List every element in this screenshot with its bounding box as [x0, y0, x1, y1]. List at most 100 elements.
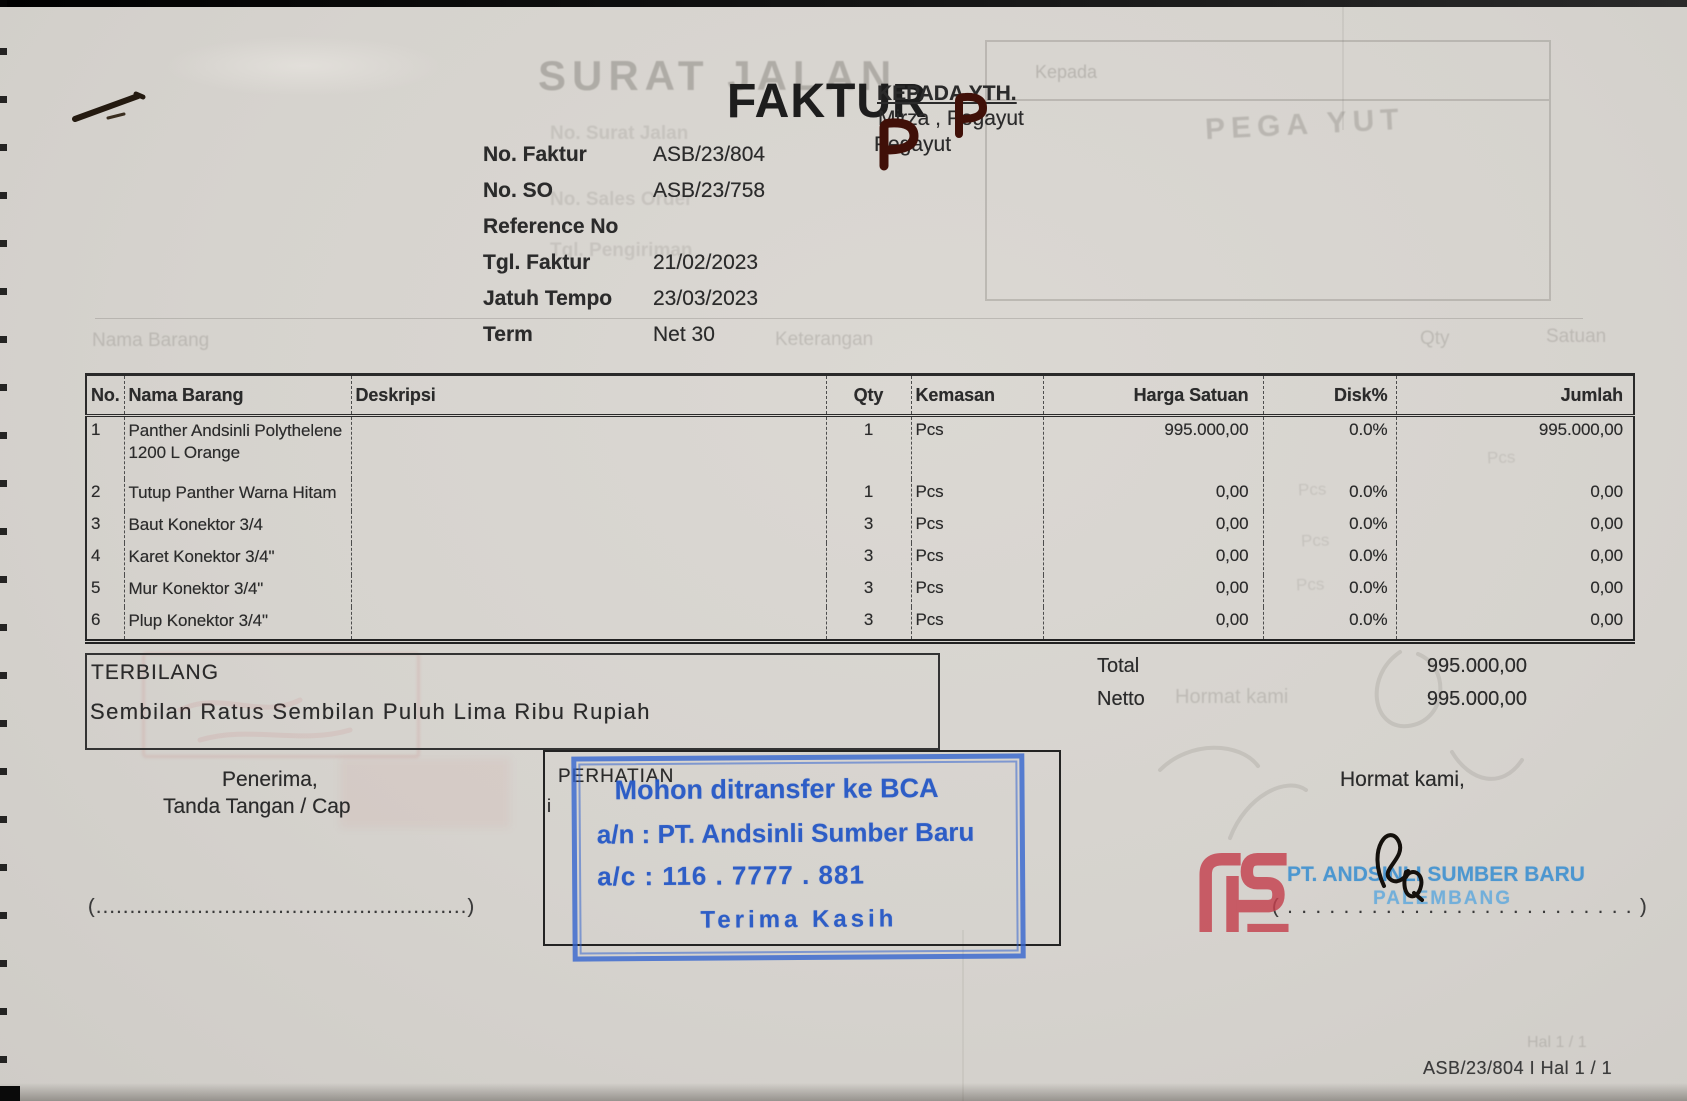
terbilang-text: Sembilan Ratus Sembilan Puluh Lima Ribu …	[90, 699, 651, 724]
col-header-nama: Nama Barang	[123, 374, 351, 417]
footer-page-info: ASB/23/804 I Hal 1 / 1	[1423, 1058, 1613, 1078]
recipient-line1: Mirza , Pegayut	[878, 107, 1024, 130]
perhatian-label: PERHATIAN	[558, 766, 675, 787]
scan-corner-bottom-left	[0, 1086, 20, 1101]
recipient-heading: KEPADA YTH.	[877, 82, 1017, 105]
table-row: 4 Karet Konektor 3/4" 3 Pcs 0,00 0.0% 0,…	[86, 543, 1634, 575]
cell-disk: 0.0%	[1262, 607, 1396, 642]
cell-harga-satuan: 0,00	[1042, 479, 1263, 511]
ghost-red-smudge	[340, 758, 510, 828]
bank-stamp-line4: Terima Kasih	[700, 905, 898, 934]
cell-no: 6	[91, 610, 101, 629]
ghost-header-nama-barang: Nama Barang	[92, 330, 210, 351]
cell-jumlah: 0,00	[1395, 479, 1634, 511]
cell-nama: Plup Konektor 3/4"	[123, 607, 351, 642]
col-header-jumlah: Jumlah	[1395, 374, 1634, 417]
ghost-kepada-box	[985, 40, 1551, 301]
col-header-deskripsi: Deskripsi	[350, 374, 826, 417]
cell-harga-satuan: 995.000,00	[1042, 415, 1263, 479]
ghost-surat-jalan-title: SURAT JALAN	[538, 52, 898, 99]
table-header-row: No. Nama Barang Deskripsi Qty Kemasan Ha…	[86, 374, 1634, 417]
paper-crease	[962, 930, 964, 1101]
cell-deskripsi	[350, 575, 826, 607]
paper-crease	[1342, 0, 1344, 130]
netto-value: 995.000,00	[1426, 688, 1527, 710]
bank-stamp-line1: Mohon ditransfer ke BCA	[614, 773, 939, 806]
meta-value: 21/02/2023	[653, 251, 759, 274]
meta-value: ASB/23/804	[653, 143, 766, 166]
items-table: No. Nama Barang Deskripsi Qty Kemasan Ha…	[85, 373, 1635, 644]
cell-kemasan: Pcs	[910, 607, 1043, 642]
cell-kemasan: Pcs	[910, 415, 1043, 479]
penerima-label: Penerima,	[222, 768, 318, 791]
meta-row-jatuh-tempo: Jatuh Tempo 23/03/2023	[483, 287, 1003, 323]
col-header-harga-satuan: Harga Satuan	[1042, 374, 1263, 417]
cell-disk: 0.0%	[1262, 575, 1396, 607]
ghost-header-qty: Qty	[1420, 328, 1450, 349]
total-row: Total 995.000,00	[1097, 655, 1527, 688]
cell-jumlah: 0,00	[1395, 543, 1634, 575]
cell-kemasan: Pcs	[910, 479, 1043, 511]
company-stamp-city: PALEMBANG	[1373, 888, 1513, 909]
cell-kemasan: Pcs	[910, 575, 1043, 607]
ghost-kepada-label: Kepada	[1035, 62, 1098, 82]
tanda-tangan-label: Tanda Tangan / Cap	[163, 795, 351, 818]
scan-edge-left	[0, 0, 7, 1101]
cell-nama: Panther Andsinli Polythelene 1200 L Oran…	[123, 415, 351, 479]
cell-jumlah: 0,00	[1395, 607, 1634, 642]
table-row: 2 Tutup Panther Warna Hitam 1 Pcs 0,00 0…	[86, 479, 1634, 511]
perhatian-box	[543, 750, 1061, 946]
cell-kemasan: Pcs	[910, 543, 1043, 575]
cell-harga-satuan: 0,00	[1042, 575, 1263, 607]
cell-no: 4	[91, 546, 101, 565]
company-stamp-name: PT. ANDSINLI SUMBER BARU	[1287, 863, 1585, 886]
meta-value: 23/03/2023	[653, 287, 759, 310]
meta-row-no-so: No. SO ASB/23/758	[483, 179, 1003, 215]
ghost-hormat-kami: Hormat kami	[1175, 686, 1289, 708]
cell-nama: Mur Konektor 3/4"	[123, 575, 351, 607]
meta-row-tgl-faktur: Tgl. Faktur 21/02/2023	[483, 251, 1003, 287]
cell-nama: Karet Konektor 3/4"	[123, 543, 351, 575]
perhatian-sub: i	[547, 796, 551, 816]
company-logo	[1196, 842, 1292, 937]
cell-disk: 0.0%	[1262, 543, 1396, 575]
cell-deskripsi	[350, 607, 826, 642]
pen-stroke-topleft	[72, 91, 146, 122]
scan-edge-top	[0, 0, 1687, 7]
col-header-disk: Disk%	[1262, 374, 1396, 417]
cell-qty: 3	[825, 607, 911, 642]
meta-value: ASB/23/758	[653, 179, 766, 202]
cell-deskripsi	[350, 511, 826, 543]
cell-deskripsi	[350, 543, 826, 575]
hormat-kami-label: Hormat kami,	[1340, 768, 1465, 791]
cell-jumlah: 0,00	[1395, 511, 1634, 543]
cell-qty: 1	[825, 415, 911, 479]
ghost-header-satuan: Satuan	[1546, 326, 1607, 347]
ghost-meta-line: No. Sales Order	[550, 189, 693, 210]
ghost-meta-line: Tgl. Pengiriman	[550, 240, 693, 261]
cell-disk: 0.0%	[1262, 511, 1396, 543]
netto-label: Netto	[1097, 688, 1145, 710]
cell-nama: Tutup Panther Warna Hitam	[123, 479, 351, 511]
cell-jumlah: 995.000,00	[1395, 415, 1634, 479]
bank-transfer-stamp: Mohon ditransfer ke BCA a/n : PT. Andsin…	[571, 753, 1026, 962]
cell-qty: 3	[825, 543, 911, 575]
cell-harga-satuan: 0,00	[1042, 543, 1263, 575]
meta-label: Tgl. Faktur	[483, 251, 591, 274]
table-row: 1 Panther Andsinli Polythelene 1200 L Or…	[86, 415, 1634, 479]
total-label: Total	[1097, 655, 1140, 677]
meta-label: Reference No	[483, 215, 619, 238]
ghost-page-number: Hal 1 / 1	[1527, 1034, 1587, 1051]
table-row: 6 Plup Konektor 3/4" 3 Pcs 0,00 0.0% 0,0…	[86, 607, 1634, 642]
ghost-rule	[95, 318, 1583, 319]
cell-harga-satuan: 0,00	[1042, 511, 1263, 543]
cell-qty: 3	[825, 575, 911, 607]
cell-harga-satuan: 0,00	[1042, 607, 1263, 642]
total-value: 995.000,00	[1426, 655, 1527, 677]
totals-block: Total 995.000,00 Netto 995.000,00	[1097, 655, 1527, 721]
cell-deskripsi	[350, 479, 826, 511]
cell-no: 3	[91, 514, 101, 533]
table-row: 3 Baut Konektor 3/4 3 Pcs 0,00 0.0% 0,00	[86, 511, 1634, 543]
meta-value: Net 30	[653, 323, 715, 346]
col-header-no: No.	[86, 374, 124, 417]
